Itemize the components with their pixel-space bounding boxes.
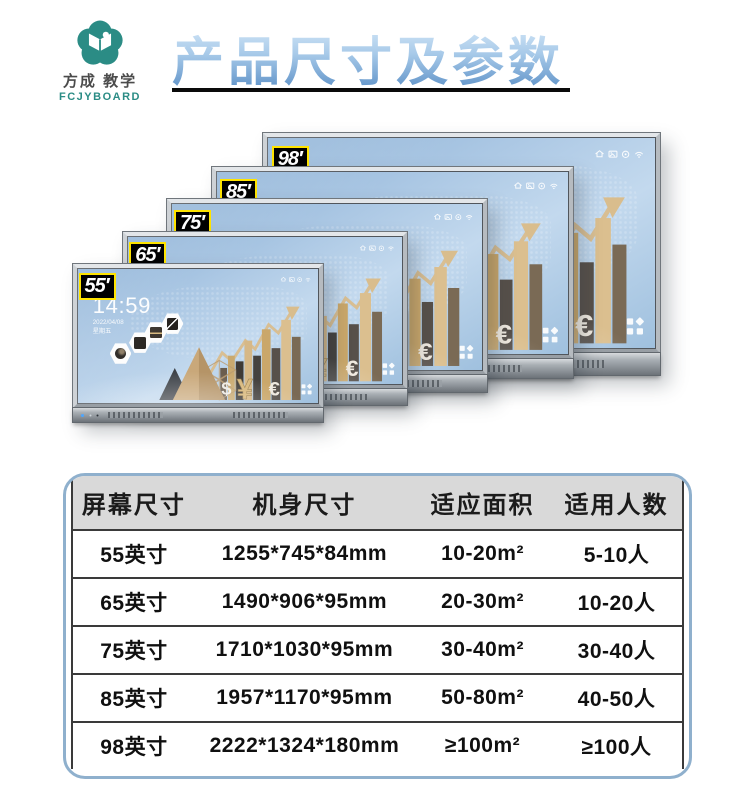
cell-area: ≥100m² (444, 734, 521, 757)
cell-area: 50-80m² (441, 686, 524, 709)
table-row: 98英寸 2222*1324*180mm ≥100m² ≥100人 (73, 723, 682, 769)
app-grid-icon (542, 326, 559, 343)
speaker-grille (108, 412, 163, 418)
display-55: 14:59 2022/04/08 星期五 55′ (73, 264, 323, 422)
brand-name-cn: 方成 教学 (62, 73, 138, 90)
cell-people: 10-20人 (577, 592, 656, 615)
brand-logo: 方成 教学 FCJYBOARD (58, 16, 142, 103)
speaker-bar (73, 407, 323, 422)
status-icons (594, 150, 644, 160)
cell-body-size: 1490*906*95mm (221, 590, 388, 613)
speaker-grille (371, 379, 443, 387)
page-title: 产品尺寸及参数 (172, 20, 592, 95)
cell-screen-size: 65英寸 (100, 592, 168, 615)
header-people: 适用人数 (564, 492, 669, 519)
table-row: 55英寸 1255*745*84mm 10-20m² 5-10人 (73, 531, 682, 579)
cell-people: 30-40人 (577, 640, 656, 663)
screen-clock: 14:59 2022/04/08 星期五 (93, 295, 151, 335)
cell-body-size: 1255*745*84mm (221, 542, 388, 565)
header-body-size: 机身尺寸 (252, 492, 357, 519)
cell-people: ≥100人 (581, 736, 652, 759)
front-ports (80, 412, 111, 418)
spec-table-inner: 屏幕尺寸 机身尺寸 适应面积 适用人数 55英寸 1255*745*84mm 1… (71, 476, 684, 769)
size-label: 55′ (78, 272, 116, 301)
cell-body-size: 2222*1324*180mm (209, 734, 400, 757)
speaker-grille (233, 412, 288, 418)
cell-body-size: 1957*1170*95mm (216, 686, 393, 709)
cell-people: 40-50人 (577, 688, 656, 711)
app-grid-icon (460, 345, 474, 360)
brand-name-en: FCJYBOARD (59, 91, 141, 103)
cell-area: 20-30m² (441, 590, 524, 613)
cell-screen-size: 98英寸 (100, 736, 168, 759)
clock-date: 2022/04/08 (92, 318, 124, 326)
app-grid-icon (301, 383, 312, 395)
speaker-grille (304, 394, 368, 401)
title-underline (172, 88, 570, 92)
cell-area: 10-20m² (441, 542, 524, 565)
table-row: 75英寸 1710*1030*95mm 30-40m² 30-40人 (73, 627, 682, 675)
status-icons (280, 276, 312, 283)
app-grid-icon (627, 317, 645, 335)
table-body: 55英寸 1255*745*84mm 10-20m² 5-10人 65英寸 14… (73, 531, 682, 769)
app-grid-icon (382, 362, 395, 376)
status-icons (433, 213, 473, 221)
spec-table: 屏幕尺寸 机身尺寸 适应面积 适用人数 55英寸 1255*745*84mm 1… (63, 473, 692, 779)
cell-screen-size: 75英寸 (100, 640, 168, 663)
table-header-row: 屏幕尺寸 机身尺寸 适应面积 适用人数 (73, 476, 682, 531)
brand-flower-icon (77, 20, 123, 65)
cell-people: 5-10人 (583, 544, 650, 567)
table-row: 65英寸 1490*906*95mm 20-30m² 10-20人 (73, 579, 682, 627)
status-icons (359, 245, 395, 252)
cell-area: 30-40m² (441, 638, 524, 661)
cell-screen-size: 55英寸 (100, 544, 168, 567)
header-screen-size: 屏幕尺寸 (81, 492, 186, 519)
header-area: 适应面积 (430, 492, 535, 519)
cell-screen-size: 85英寸 (100, 688, 168, 711)
cell-body-size: 1710*1030*95mm (215, 638, 394, 661)
table-row: 85英寸 1957*1170*95mm 50-80m² 40-50人 (73, 675, 682, 723)
status-icons (513, 182, 558, 191)
